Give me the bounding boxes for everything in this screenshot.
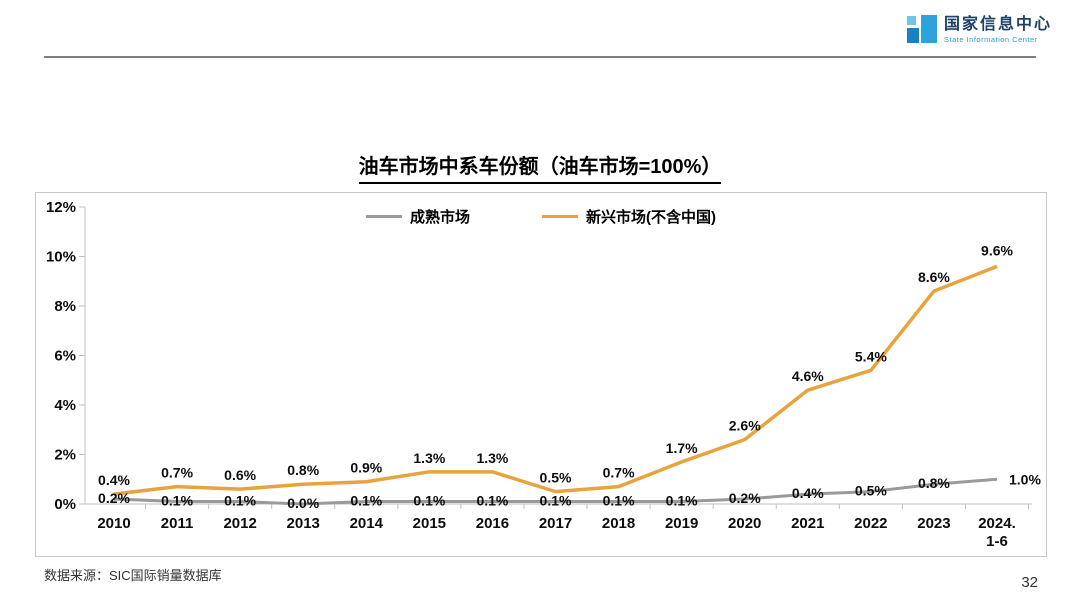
data-label: 0.1% (161, 493, 193, 509)
data-label: 0.7% (603, 465, 635, 481)
x-tick-label: 2010 (97, 515, 130, 532)
data-label: 0.7% (161, 465, 193, 481)
x-tick-label: 2015 (413, 515, 446, 532)
y-tick-label: 4% (54, 397, 76, 414)
data-label: 8.6% (918, 269, 950, 285)
data-label: 0.5% (855, 483, 887, 499)
data-label: 0.1% (476, 493, 508, 509)
data-label: 5.4% (855, 348, 887, 364)
line-chart-svg: 0% 2% 4% 6% 8% 10% 12% 2010 2011 2012 2013 2014 2015… (46, 199, 1041, 550)
x-tick-label: 2024. 1-6 (978, 515, 1016, 550)
data-label: 0.4% (98, 472, 130, 488)
data-label: 0.1% (666, 493, 698, 509)
legend-item-mature: 成熟市场 (365, 206, 470, 227)
x-tick-label: 2018 (602, 515, 635, 532)
y-tick-label: 12% (46, 199, 76, 216)
data-label: 1.0% (1009, 471, 1041, 487)
x-tick-label: 2019 (665, 515, 698, 532)
x-tick-label: 2011 (161, 515, 194, 532)
data-label: 0.1% (350, 493, 382, 509)
series-line-1 (113, 264, 998, 496)
org-logo: 国家信息中心 State Information Center (906, 15, 1052, 46)
x-tick-label: 2021 (791, 515, 824, 532)
x-tick-label: 2013 (287, 515, 320, 532)
chart-area: 成熟市场 新兴市场(不含中国) 0% 2% 4% 6% 8% 10% 12% 2010 2011… (35, 192, 1047, 557)
legend-label: 成熟市场 (409, 209, 470, 226)
x-tick-label: 2020 (728, 515, 761, 532)
x-tick-label: 2017 (539, 515, 572, 532)
y-tick-label: 6% (54, 348, 76, 365)
org-logo-icon (906, 15, 937, 46)
x-tick-label: 2014 (350, 515, 384, 532)
legend-swatch (542, 215, 578, 218)
data-label: 9.6% (981, 242, 1013, 258)
data-label: 1.3% (476, 450, 508, 466)
data-label: 0.1% (603, 493, 635, 509)
data-label: 0.4% (792, 485, 824, 501)
data-label: 0.2% (729, 490, 761, 506)
data-label: 0.9% (350, 460, 382, 476)
data-label: 0.8% (918, 475, 950, 491)
data-label: 0.1% (224, 493, 256, 509)
data-label: 0.6% (224, 467, 256, 483)
y-tick-label: 0% (54, 496, 76, 513)
data-source-note: 数据来源：SIC国际销量数据库 (44, 568, 222, 583)
data-label: 1.3% (413, 450, 445, 466)
legend-swatch (365, 215, 402, 218)
y-tick-label: 8% (54, 298, 76, 315)
data-label: 0.1% (540, 493, 572, 509)
page-number: 32 (1021, 574, 1038, 591)
legend-label: 新兴市场(不含中国) (586, 209, 716, 226)
y-tick-label: 10% (46, 249, 76, 266)
series-line-0 (113, 477, 998, 506)
y-tick-label: 2% (54, 447, 76, 464)
org-name-cn: 国家信息中心 (943, 16, 1052, 34)
chart-title: 油车市场中系车份额（油车市场=100%） (358, 156, 722, 184)
data-label: 0.5% (540, 470, 572, 486)
data-label: 0.1% (413, 493, 445, 509)
x-tick-label: 2012 (223, 515, 256, 532)
header-divider (44, 56, 1036, 58)
x-tick-label: 2016 (476, 515, 509, 532)
data-label: 1.7% (666, 440, 698, 456)
x-tick-label: 2023 (917, 515, 950, 532)
org-name-en: State Information Center (943, 34, 1038, 44)
data-label: 2.6% (729, 418, 761, 434)
x-tick-label: 2022 (854, 515, 887, 532)
data-label: 0.2% (98, 490, 130, 506)
data-label: 0.0% (287, 495, 319, 511)
chart-legend: 成熟市场 新兴市场(不含中国) (36, 206, 1046, 227)
legend-item-emerging: 新兴市场(不含中国) (542, 206, 716, 227)
data-label: 4.6% (792, 368, 824, 384)
chart-title-wrap: 油车市场中系车份额（油车市场=100%） (0, 150, 1080, 184)
data-label: 0.8% (287, 462, 319, 478)
